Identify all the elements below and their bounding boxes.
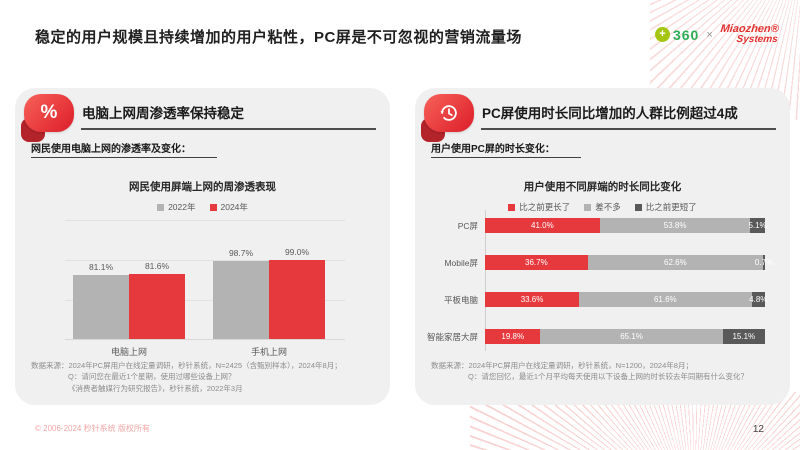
bar-group: 98.7% 99.0% <box>213 220 325 339</box>
row-label: PC屏 <box>457 220 478 231</box>
bar-value-label: 81.6% <box>144 261 170 272</box>
bar-segment: 0.7% <box>755 255 773 270</box>
row-label: 智能家居大屏 <box>426 331 478 342</box>
legend-item: 2022年 <box>157 201 196 213</box>
logo-360-text: 360 <box>672 26 700 43</box>
right-panel-subtitle: 用户使用PC屏的时长变化： <box>431 140 581 158</box>
logo-x-separator: × <box>706 28 713 41</box>
category-label: 手机上网 <box>250 347 287 357</box>
left-panel: % 电脑上网周渗透率保持稳定 网民使用电脑上网的渗透率及变化： 网民使用屏端上网… <box>15 88 390 405</box>
bar-segment: 36.7% <box>485 255 588 270</box>
bar-column: 81.1% <box>73 220 129 339</box>
left-panel-header: 电脑上网周渗透率保持稳定 <box>82 106 244 121</box>
bar-rect <box>213 260 269 339</box>
bar-segment: 65.1% <box>540 329 723 344</box>
left-panel-subtitle: 网民使用电脑上网的渗透率及变化： <box>31 140 217 158</box>
bar-column: 81.6% <box>129 220 185 339</box>
legend-label: 比之前更长了 <box>519 202 571 212</box>
bar-chart-legend: 2022年 2024年 <box>15 201 390 213</box>
source-line: Q：请问您在最近1个星期，使用过哪些设备上网？ <box>68 372 236 382</box>
percent-icon: % <box>21 94 75 142</box>
logo-360-icon: + <box>654 27 670 42</box>
x-axis-line <box>65 339 345 340</box>
legend-label: 差不多 <box>595 202 621 212</box>
logo-group: + 360 × Miaozhen® Systems <box>654 23 779 45</box>
header-divider <box>481 128 776 130</box>
stacked-bar-chart: PC屏 41.0% 53.8% 5.1% Mobile屏 36.7% 62.6% 0.7% 平板… <box>423 218 773 344</box>
bar-segment: 15.1% <box>722 329 765 344</box>
stacked-chart-title: 用户使用不同屏端的时长同比变化 <box>523 181 682 193</box>
bar-rect <box>269 260 325 339</box>
gridline <box>65 260 345 261</box>
bar-segment: 19.8% <box>485 329 541 344</box>
header-divider <box>81 128 376 130</box>
bar-segment: 62.6% <box>587 255 764 270</box>
right-source-note: 数据来源：2024年PC屏用户在线定量调研，秒针系统，N=1200，2024年8… <box>431 360 748 383</box>
page-title: 稳定的用户规模且持续增加的用户粘性，PC屏是不可忽视的营销流量场 <box>35 29 522 46</box>
page-number: 12 <box>752 424 764 435</box>
right-panel: PC屏使用时长同比增加的人群比例超过4成 用户使用PC屏的时长变化： 用户使用不… <box>415 88 790 405</box>
bar-value-label: 99.0% <box>284 247 310 258</box>
legend-item: 差不多 <box>584 201 621 213</box>
stacked-bar-row: 平板电脑 33.6% 61.6% 4.8% <box>423 292 768 307</box>
bar-segment: 5.1% <box>748 218 767 233</box>
bar-rect <box>129 274 185 339</box>
logo-360: + 360 <box>654 26 700 43</box>
stacked-bar: 36.7% 62.6% 0.7% <box>485 255 773 270</box>
percent-icon-glyph: % <box>24 94 74 132</box>
legend-swatch <box>508 203 516 211</box>
source-line: 《消费者触媒行为研究报告》，秒针系统，2022年3月 <box>68 383 243 393</box>
bar-rect <box>73 274 129 339</box>
gridline <box>65 300 345 301</box>
stacked-bar: 33.6% 61.6% 4.8% <box>485 292 767 307</box>
clock-history-icon-glyph <box>424 94 474 132</box>
bar-segment: 41.0% <box>485 218 600 233</box>
clock-history-icon <box>421 94 475 142</box>
legend-item: 2024年 <box>209 201 248 213</box>
bar-group: 81.1% 81.6% <box>73 220 185 339</box>
gridline <box>65 220 345 221</box>
y-axis-line <box>485 210 486 351</box>
stacked-chart-legend: 比之前更长了 差不多 比之前更短了 <box>415 201 790 213</box>
footer-copyright: © 2006-2024 秒针系统 版权所有 <box>35 424 150 433</box>
bar-segment: 4.8% <box>749 292 767 307</box>
bar-segment: 33.6% <box>485 292 580 307</box>
bar-value-label: 81.1% <box>88 261 114 272</box>
legend-item: 比之前更短了 <box>634 201 697 213</box>
legend-label: 比之前更短了 <box>645 202 697 212</box>
bar-chart-title: 网民使用屏端上网的周渗透表现 <box>129 181 276 193</box>
stacked-bar-row: PC屏 41.0% 53.8% 5.1% <box>423 218 768 233</box>
bar-chart-plot: 81.1% 81.6% 电脑上网 98.7% 99.0% 手机上网 <box>65 220 345 357</box>
row-label: Mobile屏 <box>444 257 478 268</box>
legend-swatch <box>209 203 217 211</box>
category-label: 电脑上网 <box>110 347 147 357</box>
stacked-bar-row: Mobile屏 36.7% 62.6% 0.7% <box>423 255 773 270</box>
stacked-bar: 19.8% 65.1% 15.1% <box>485 329 765 344</box>
bar-segment: 61.6% <box>579 292 752 307</box>
stacked-bar: 41.0% 53.8% 5.1% <box>485 218 767 233</box>
bar-segment: 53.8% <box>599 218 751 233</box>
legend-item: 比之前更长了 <box>508 201 570 213</box>
legend-swatch <box>584 203 592 211</box>
source-line: Q：请您回忆，最近1个月平均每天使用以下设备上网的时长较去年同期有什么变化？ <box>468 372 749 382</box>
source-line: 数据来源：2024年PC屏用户在线定量调研，秒针系统，N=1200，2024年8… <box>431 361 693 370</box>
bar-column: 98.7% <box>213 220 269 339</box>
source-line: 数据来源：2024年PC屏用户在线定量调研，秒针系统，N=2425（含甄别样本）… <box>31 361 342 370</box>
right-panel-header: PC屏使用时长同比增加的人群比例超过4成 <box>482 106 738 121</box>
stacked-bar-row: 智能家居大屏 19.8% 65.1% 15.1% <box>423 329 768 344</box>
bar-column: 99.0% <box>269 220 325 339</box>
logo-miaozhen-line2: Systems <box>735 34 779 45</box>
row-label: 平板电脑 <box>443 294 478 305</box>
left-source-note: 数据来源：2024年PC屏用户在线定量调研，秒针系统，N=2425（含甄别样本）… <box>31 360 342 394</box>
legend-swatch <box>157 203 165 211</box>
legend-swatch <box>634 203 642 211</box>
bar-value-label: 98.7% <box>228 247 254 258</box>
logo-miaozhen: Miaozhen® Systems <box>719 23 779 45</box>
legend-label: 2024年 <box>220 202 248 212</box>
legend-label: 2022年 <box>168 202 196 212</box>
